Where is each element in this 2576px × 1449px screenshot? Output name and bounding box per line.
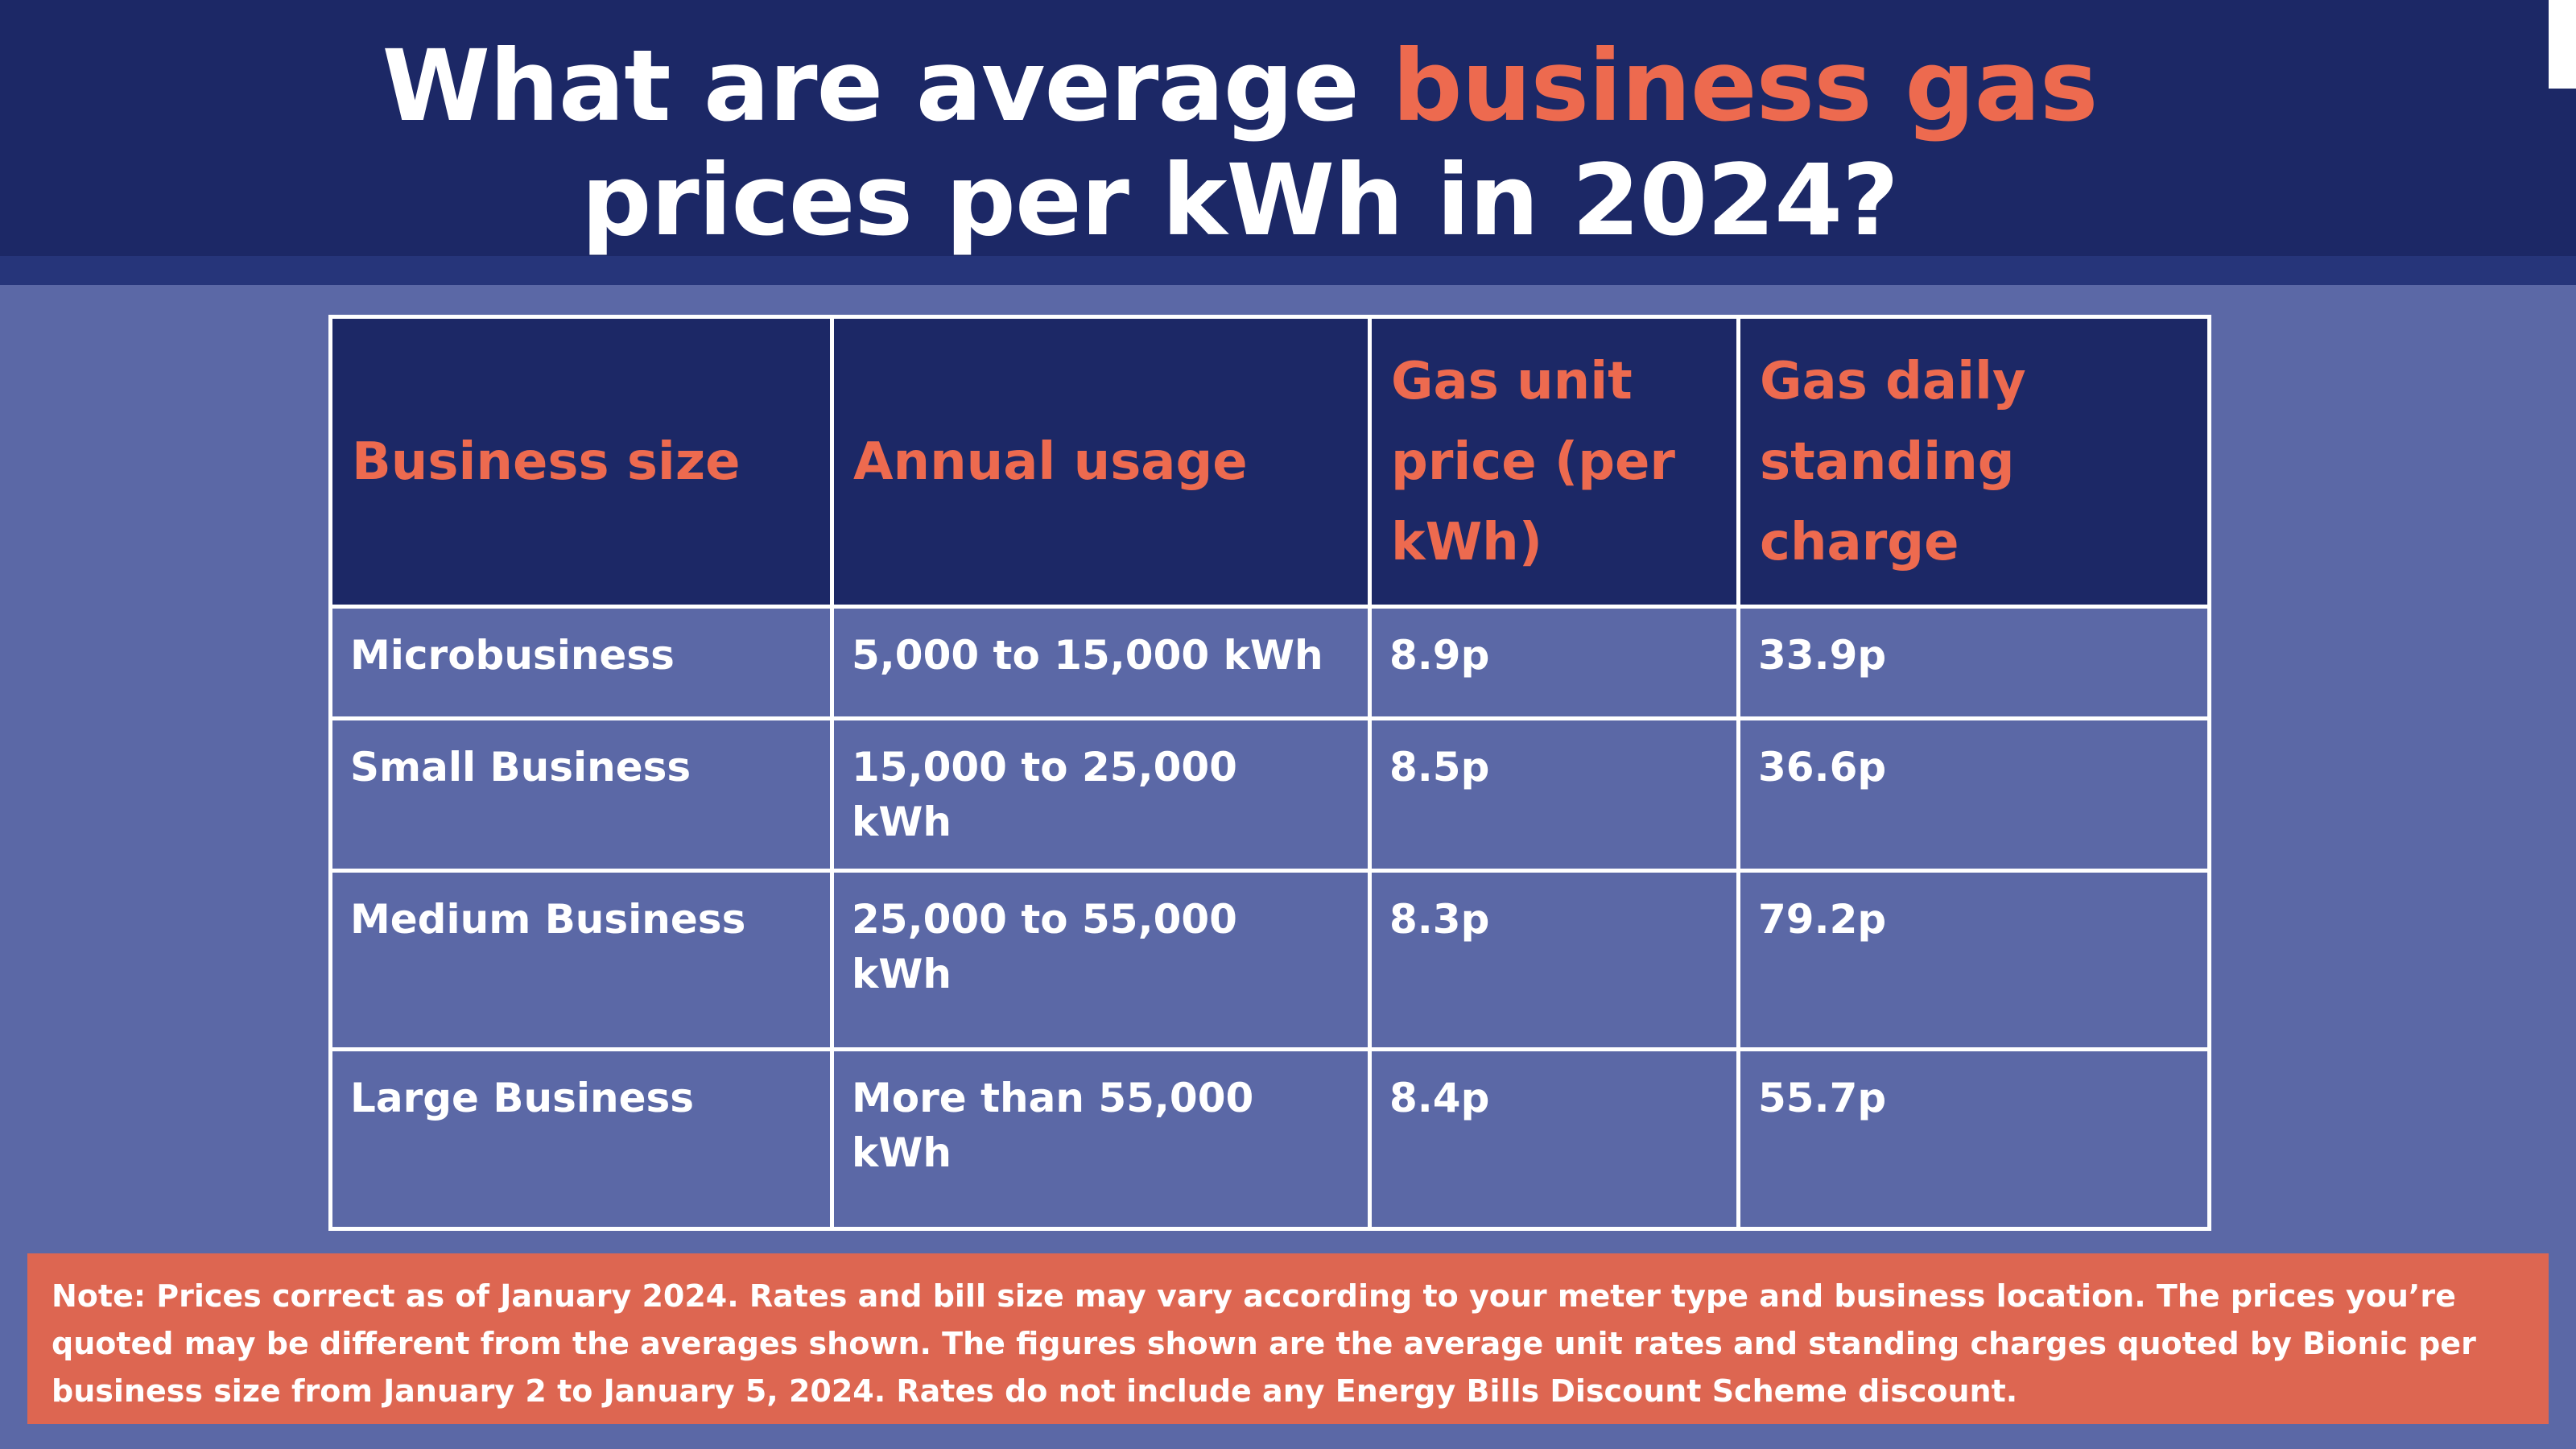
header-unit-price: Gas unit price (per kWh) [1368, 315, 1740, 609]
gas-prices-table: Business size Annual usage Gas unit pric… [328, 315, 2211, 1231]
cell-business-size: Large Business [328, 1047, 834, 1231]
title-banner [0, 0, 2576, 256]
table-row: Medium Business 25,000 to 55,000 kWh 8.3… [328, 869, 2211, 1051]
cell-annual-usage: More than 55,000 kWh [830, 1047, 1372, 1231]
cell-annual-usage: 25,000 to 55,000 kWh [830, 869, 1372, 1051]
title-banner-stripe [0, 256, 2576, 285]
title-part2: prices per kWh in 2024? [581, 143, 1899, 258]
cell-standing-charge: 55.7p [1736, 1047, 2211, 1231]
header-business-size: Business size [328, 315, 834, 609]
table-header-row: Business size Annual usage Gas unit pric… [328, 315, 2211, 609]
corner-tab [2549, 0, 2576, 89]
cell-annual-usage: 15,000 to 25,000 kWh [830, 716, 1372, 873]
cell-annual-usage: 5,000 to 15,000 kWh [830, 605, 1372, 720]
disclaimer-note: Note: Prices correct as of January 2024.… [27, 1253, 2549, 1424]
cell-unit-price: 8.9p [1368, 605, 1740, 720]
header-annual-usage: Annual usage [830, 315, 1372, 609]
cell-standing-charge: 79.2p [1736, 869, 2211, 1051]
table-row: Small Business 15,000 to 25,000 kWh 8.5p… [328, 716, 2211, 873]
cell-unit-price: 8.5p [1368, 716, 1740, 873]
title-accent: business gas [1392, 29, 2098, 143]
cell-unit-price: 8.4p [1368, 1047, 1740, 1231]
cell-business-size: Medium Business [328, 869, 834, 1051]
cell-unit-price: 8.3p [1368, 869, 1740, 1051]
cell-business-size: Microbusiness [328, 605, 834, 720]
table-row: Microbusiness 5,000 to 15,000 kWh 8.9p 3… [328, 605, 2211, 720]
cell-standing-charge: 36.6p [1736, 716, 2211, 873]
title-part1: What are average [382, 29, 1393, 143]
table-row: Large Business More than 55,000 kWh 8.4p… [328, 1047, 2211, 1231]
cell-standing-charge: 33.9p [1736, 605, 2211, 720]
page-title: What are average business gas prices per… [0, 29, 2479, 258]
header-standing-charge: Gas daily standing charge [1736, 315, 2211, 609]
cell-business-size: Small Business [328, 716, 834, 873]
